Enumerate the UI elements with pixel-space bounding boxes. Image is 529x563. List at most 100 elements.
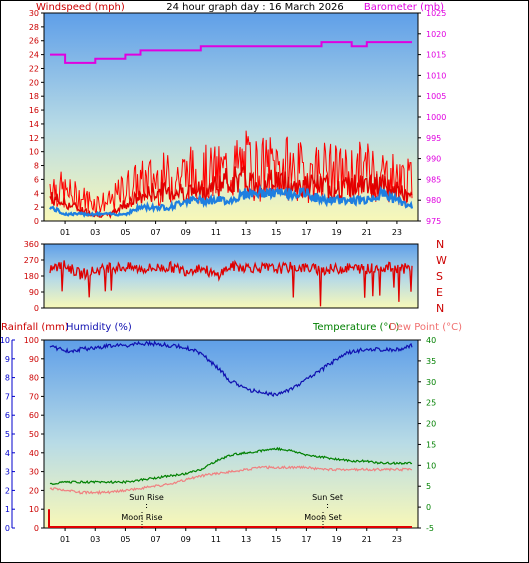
hour-tick-label: 19 — [331, 535, 341, 544]
rain-ytick-label: 1 — [5, 505, 10, 514]
baro-ytick-label: 1000 — [426, 113, 446, 122]
rain-ytick-label: 9 — [5, 355, 10, 364]
temperature-ytick-label: 35 — [426, 357, 436, 366]
wind-direction-plot-area — [44, 244, 418, 308]
hour-tick-label: 11 — [211, 535, 221, 544]
wind-ytick-label: 24 — [29, 51, 39, 60]
moon-annotation-label: Moon Rise — [121, 513, 162, 522]
sun-annotation-label: Sun Set — [312, 493, 343, 502]
humidity-ytick-label: 90 — [29, 355, 39, 364]
baro-ytick-label: 985 — [426, 175, 441, 184]
hour-tick-label: 19 — [331, 228, 341, 237]
temperature-ytick-label: 10 — [426, 461, 436, 470]
rain-ytick-label: 6 — [5, 411, 10, 420]
hour-tick-label: 11 — [211, 228, 221, 237]
wind-ytick-label: 2 — [34, 203, 39, 212]
wind-ytick-label: 20 — [29, 78, 39, 87]
humidity-ytick-label: 70 — [29, 392, 39, 401]
hour-tick-label: 13 — [241, 228, 251, 237]
wind-axis-title: Windspeed (mph) — [36, 2, 125, 13]
wind-ytick-label: 28 — [29, 23, 39, 32]
wind-ytick-label: 10 — [29, 148, 39, 157]
hour-tick-label: 01 — [60, 228, 70, 237]
hour-tick-label: 13 — [241, 535, 251, 544]
wind-ytick-label: 16 — [29, 106, 39, 115]
baro-ytick-label: 995 — [426, 134, 441, 143]
hour-tick-label: 21 — [362, 535, 372, 544]
temperature-ytick-label: 5 — [426, 482, 431, 491]
temperature-ytick-label: 25 — [426, 399, 436, 408]
humidity-ytick-label: 20 — [29, 486, 39, 495]
humidity-ytick-label: 50 — [29, 430, 39, 439]
wind-ytick-label: 12 — [29, 134, 39, 143]
humidity-ytick-label: 10 — [29, 505, 39, 514]
wind-ytick-label: 14 — [29, 120, 39, 129]
sun-annotation-label: Sun Rise — [129, 493, 164, 502]
humidity-ytick-label: 100 — [24, 336, 39, 345]
chart-title: 24 hour graph day : 16 March 2026 — [166, 2, 344, 13]
hour-tick-label: 15 — [271, 535, 281, 544]
direction-ytick-label: 90 — [29, 288, 39, 297]
rain-ytick-label: 0 — [5, 524, 10, 533]
wind-ytick-label: 30 — [29, 9, 39, 18]
baro-ytick-label: 980 — [426, 196, 441, 205]
hour-tick-label: 05 — [120, 535, 130, 544]
compass-label: E — [436, 286, 443, 299]
compass-label: W — [436, 254, 447, 267]
hour-tick-label: 09 — [181, 228, 191, 237]
hour-tick-label: 17 — [301, 228, 311, 237]
temperature-axis-title: Temperature (°C) — [312, 322, 399, 333]
hour-tick-label: 01 — [60, 535, 70, 544]
hour-tick-label: 21 — [362, 228, 372, 237]
rain-ytick-label: 7 — [5, 392, 10, 401]
wind-ytick-label: 6 — [34, 175, 39, 184]
humidity-ytick-label: 60 — [29, 411, 39, 420]
moon-annotation-label: Moon Set — [304, 513, 341, 522]
wind-ytick-label: 18 — [29, 92, 39, 101]
temperature-ytick-label: 30 — [426, 378, 436, 387]
direction-ytick-label: 0 — [34, 304, 39, 313]
humidity-ytick-label: 80 — [29, 374, 39, 383]
baro-ytick-label: 990 — [426, 155, 441, 164]
hour-tick-label: 03 — [90, 535, 100, 544]
wind-baro-panel: 024681012141618202224262830 975980985990… — [29, 9, 447, 237]
baro-ytick-label: 1020 — [426, 30, 446, 39]
direction-ytick-label: 360 — [24, 240, 39, 249]
rain-ytick-label: 5 — [5, 430, 10, 439]
temperature-ytick-label: 20 — [426, 420, 436, 429]
temperature-ytick-label: 15 — [426, 440, 436, 449]
temp-humidity-plot-area — [44, 340, 418, 528]
baro-ytick-label: 975 — [426, 217, 441, 226]
direction-ytick-label: 180 — [24, 272, 39, 281]
rain-ytick-label: 4 — [5, 449, 10, 458]
baro-ytick-label: 1005 — [426, 92, 446, 101]
hour-tick-label: 17 — [301, 535, 311, 544]
hour-tick-label: 23 — [392, 535, 402, 544]
hour-tick-label: 23 — [392, 228, 402, 237]
baro-ytick-label: 1015 — [426, 51, 446, 60]
wind-ytick-label: 22 — [29, 64, 39, 73]
hour-tick-label: 05 — [120, 228, 130, 237]
humidity-ytick-label: 30 — [29, 468, 39, 477]
baro-ytick-label: 1025 — [426, 9, 446, 18]
rain-ytick-label: 8 — [5, 374, 10, 383]
compass-label: S — [436, 270, 443, 283]
humidity-axis-title: Humidity (%) — [66, 322, 132, 333]
wind-ytick-label: 4 — [34, 189, 39, 198]
compass-label: N — [436, 302, 444, 315]
rain-ytick-label: 3 — [5, 468, 10, 477]
wind-direction-panel: 090180270360 NESWN — [24, 238, 447, 315]
hour-tick-label: 09 — [181, 535, 191, 544]
hour-tick-label: 07 — [150, 535, 160, 544]
rainfall-axis-title: Rainfall (mm) — [1, 322, 69, 333]
wind-ytick-label: 8 — [34, 162, 39, 171]
hour-tick-label: 03 — [90, 228, 100, 237]
hour-tick-label: 07 — [150, 228, 160, 237]
dewpoint-axis-title: Dew Point (°C) — [389, 322, 462, 333]
temperature-ytick-label: 0 — [426, 503, 431, 512]
rain-ytick-label: 10 — [0, 336, 10, 345]
humidity-ytick-label: 40 — [29, 449, 39, 458]
hour-tick-label: 15 — [271, 228, 281, 237]
